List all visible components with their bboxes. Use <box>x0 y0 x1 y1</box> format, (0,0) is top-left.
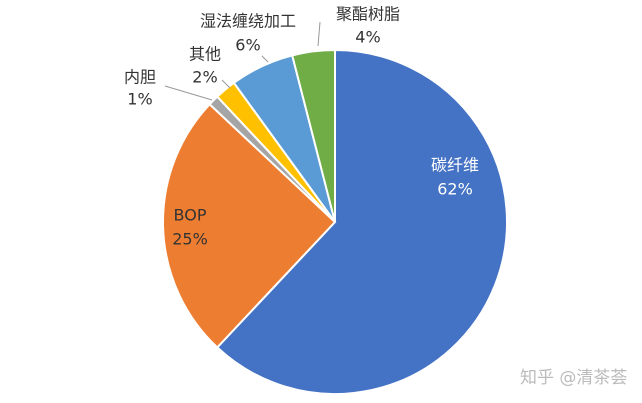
pie-slice <box>162 102 337 349</box>
category-label: 湿法缠绕加工 <box>200 12 296 31</box>
category-label: 其他 <box>189 45 221 64</box>
pie-slice <box>215 48 508 395</box>
category-label: 碳纤维 <box>431 156 479 175</box>
value-label: 2% <box>192 68 217 87</box>
value-label: 4% <box>355 28 380 47</box>
pie-slice <box>291 48 336 223</box>
leader-line <box>164 85 213 101</box>
value-label: 25% <box>172 230 208 249</box>
leader-line <box>261 55 269 63</box>
leader-line <box>221 79 231 89</box>
category-label: 内胆 <box>124 68 156 87</box>
category-label: 聚酯树脂 <box>336 5 400 24</box>
category-label: BOP <box>174 206 207 225</box>
value-label: 6% <box>235 36 260 55</box>
watermark: 知乎 @清茶荟 <box>520 368 627 388</box>
leader-line <box>317 21 321 47</box>
value-label: 62% <box>437 180 473 199</box>
value-label: 1% <box>127 90 152 109</box>
